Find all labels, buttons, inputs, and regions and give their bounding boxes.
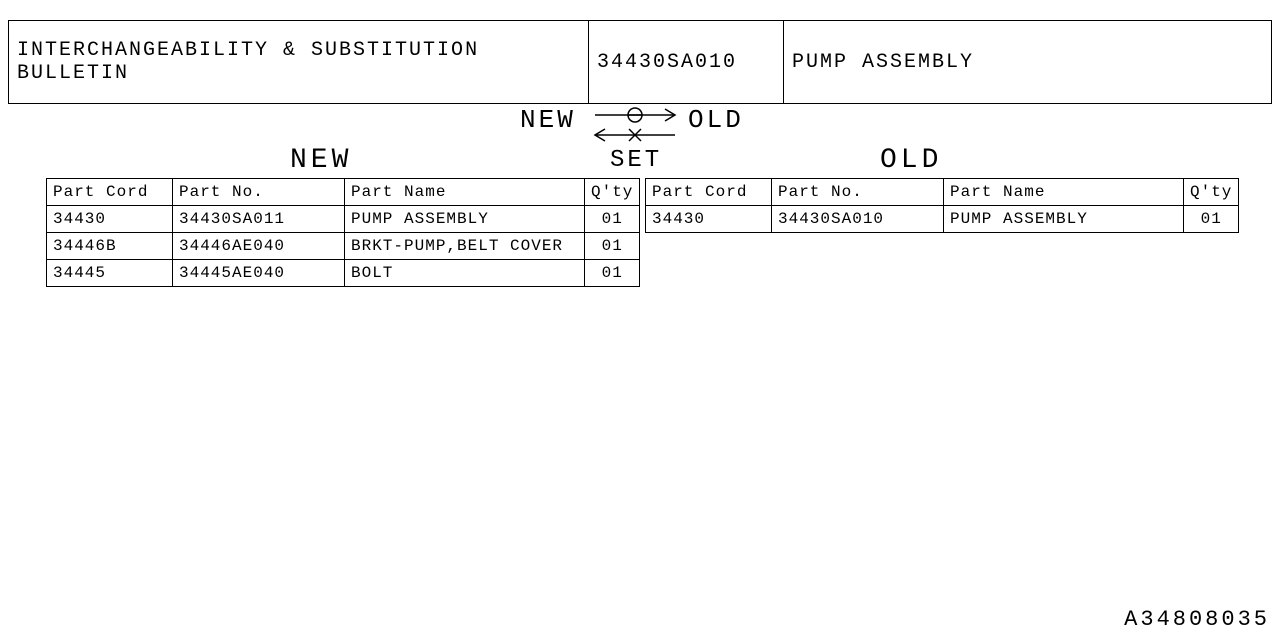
cell-part-cord: 34430 — [47, 206, 173, 233]
col-part-cord: Part Cord — [47, 179, 173, 206]
bulletin-part-name: PUMP ASSEMBLY — [784, 21, 1272, 104]
cell-part-name: PUMP ASSEMBLY — [345, 206, 585, 233]
cell-qty: 01 — [1184, 206, 1239, 233]
cell-part-cord: 34430 — [646, 206, 772, 233]
table-header-row: Part Cord Part No. Part Name Q'ty — [646, 179, 1239, 206]
bulletin-title: INTERCHANGEABILITY & SUBSTITUTION BULLET… — [9, 21, 589, 104]
cell-part-no: 34430SA010 — [772, 206, 944, 233]
new-section-heading: NEW — [290, 145, 352, 176]
col-part-name: Part Name — [345, 179, 585, 206]
bulletin-part-number: 34430SA010 — [589, 21, 784, 104]
col-qty: Q'ty — [1184, 179, 1239, 206]
col-qty: Q'ty — [585, 179, 640, 206]
cell-part-no: 34430SA011 — [173, 206, 345, 233]
cell-part-name: BRKT-PUMP,BELT COVER — [345, 233, 585, 260]
table-row: 3443034430SA011PUMP ASSEMBLY01 — [47, 206, 640, 233]
col-part-no: Part No. — [772, 179, 944, 206]
cell-part-name: BOLT — [345, 260, 585, 287]
table-row: 34446B34446AE040BRKT-PUMP,BELT COVER01 — [47, 233, 640, 260]
cell-part-no: 34446AE040 — [173, 233, 345, 260]
old-section-heading: OLD — [880, 145, 942, 176]
cell-part-name: PUMP ASSEMBLY — [944, 206, 1184, 233]
col-part-cord: Part Cord — [646, 179, 772, 206]
cell-part-cord: 34446B — [47, 233, 173, 260]
col-part-no: Part No. — [173, 179, 345, 206]
new-parts-table: Part Cord Part No. Part Name Q'ty 344303… — [46, 178, 640, 287]
bulletin-header: INTERCHANGEABILITY & SUBSTITUTION BULLET… — [8, 20, 1272, 104]
interchange-diagram — [515, 100, 745, 160]
table-header-row: Part Cord Part No. Part Name Q'ty — [47, 179, 640, 206]
cell-part-cord: 34445 — [47, 260, 173, 287]
drawing-code: A34808035 — [1124, 607, 1270, 632]
table-row: 3443034430SA010PUMP ASSEMBLY01 — [646, 206, 1239, 233]
cell-qty: 01 — [585, 260, 640, 287]
cell-part-no: 34445AE040 — [173, 260, 345, 287]
col-part-name: Part Name — [944, 179, 1184, 206]
old-parts-table: Part Cord Part No. Part Name Q'ty 344303… — [645, 178, 1239, 233]
cell-qty: 01 — [585, 233, 640, 260]
cell-qty: 01 — [585, 206, 640, 233]
table-row: 3444534445AE040BOLT01 — [47, 260, 640, 287]
